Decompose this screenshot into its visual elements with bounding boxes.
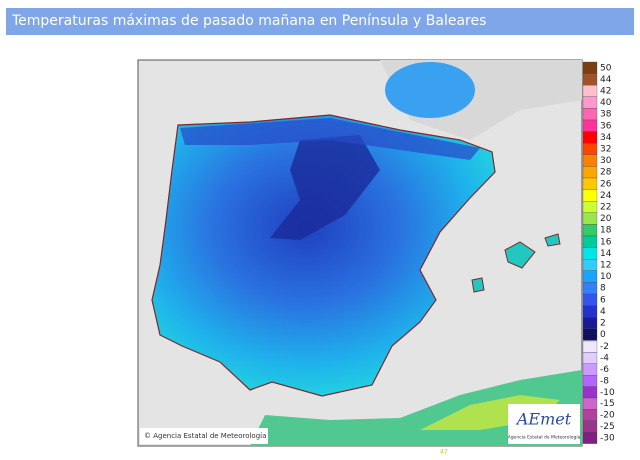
legend-label: 12: [600, 261, 611, 271]
legend-swatch: [582, 432, 598, 444]
title-bar: Temperaturas máximas de pasado mañana en…: [6, 8, 634, 35]
legend-label: -25: [600, 422, 615, 432]
legend-swatch: [582, 328, 598, 341]
footer-mark: 47: [440, 449, 448, 456]
legend-swatch: [582, 108, 598, 121]
legend-swatch: [582, 119, 598, 132]
legend-label: 20: [600, 214, 612, 224]
credit: © Agencia Estatal de Meteorología: [144, 432, 266, 440]
cold-zone: [270, 135, 380, 240]
legend-swatch: [582, 259, 598, 271]
title: Temperaturas máximas de pasado mañana en…: [12, 13, 487, 29]
legend-label: -10: [600, 388, 615, 398]
legend-swatch: [582, 166, 598, 179]
legend-label: 6: [600, 295, 606, 305]
legend-label: -15: [600, 399, 615, 409]
legend: 5044424038363432302826242220181614121086…: [582, 61, 615, 444]
legend-swatch: [582, 305, 598, 318]
ibiza: [471, 277, 485, 293]
legend-swatch: [582, 177, 598, 190]
legend-label: 32: [600, 145, 611, 155]
legend-swatch: [582, 420, 598, 433]
legend-label: 22: [600, 203, 611, 213]
north-cold: [180, 118, 480, 160]
menorca: [544, 233, 561, 247]
legend-label: 40: [600, 98, 612, 108]
legend-label: 26: [600, 179, 612, 189]
sea-area: [385, 62, 475, 118]
legend-label: -6: [600, 365, 609, 375]
credit-box: [140, 428, 268, 444]
africa: [250, 370, 582, 446]
legend-swatch: [582, 131, 598, 144]
logo-box: [508, 404, 580, 444]
iberia: [151, 114, 496, 397]
legend-swatch: [582, 397, 598, 410]
logo: AEmet: [515, 410, 572, 429]
legend-label: 0: [600, 330, 606, 340]
legend-label: -20: [600, 411, 615, 421]
legend-swatch: [582, 375, 598, 387]
legend-label: 38: [600, 110, 612, 120]
logo-subtitle: Agencia Estatal de Meteorología: [508, 434, 581, 441]
legend-swatch: [582, 224, 598, 237]
legend-label: 50: [600, 63, 612, 73]
legend-swatch: [582, 61, 598, 74]
legend-label: -8: [600, 376, 609, 386]
legend-swatch: [582, 235, 598, 248]
legend-swatch: [582, 317, 598, 329]
legend-swatch: [582, 96, 598, 109]
legend-label: 10: [600, 272, 612, 282]
legend-label: -2: [600, 342, 609, 352]
legend-label: 8: [600, 284, 606, 294]
legend-label: 18: [600, 226, 612, 236]
legend-swatch: [582, 340, 598, 353]
legend-label: -4: [600, 354, 609, 364]
legend-swatch: [582, 212, 598, 225]
legend-label: 36: [600, 121, 612, 131]
legend-swatch: [582, 247, 598, 260]
legend-swatch: [582, 409, 598, 421]
legend-label: 16: [600, 237, 612, 247]
legend-label: 30: [600, 156, 612, 166]
legend-swatch: [582, 201, 598, 213]
legend-swatch: [582, 270, 598, 283]
legend-swatch: [582, 293, 598, 306]
legend-swatch: [582, 85, 598, 97]
legend-label: 24: [600, 191, 612, 201]
legend-swatch: [582, 386, 598, 399]
legend-label: 42: [600, 87, 611, 97]
legend-label: 14: [600, 249, 612, 259]
legend-label: 4: [600, 307, 606, 317]
legend-label: 2: [600, 319, 606, 329]
legend-swatch: [582, 154, 598, 167]
legend-swatch: [582, 363, 598, 376]
legend-swatch: [582, 189, 598, 202]
legend-label: -30: [600, 433, 615, 443]
legend-swatch: [582, 352, 598, 364]
legend-label: 28: [600, 168, 612, 178]
legend-swatch: [582, 73, 598, 86]
legend-label: 34: [600, 133, 612, 143]
legend-label: 44: [600, 75, 612, 85]
mallorca: [504, 241, 536, 269]
legend-swatch: [582, 282, 598, 295]
legend-swatch: [582, 143, 598, 155]
